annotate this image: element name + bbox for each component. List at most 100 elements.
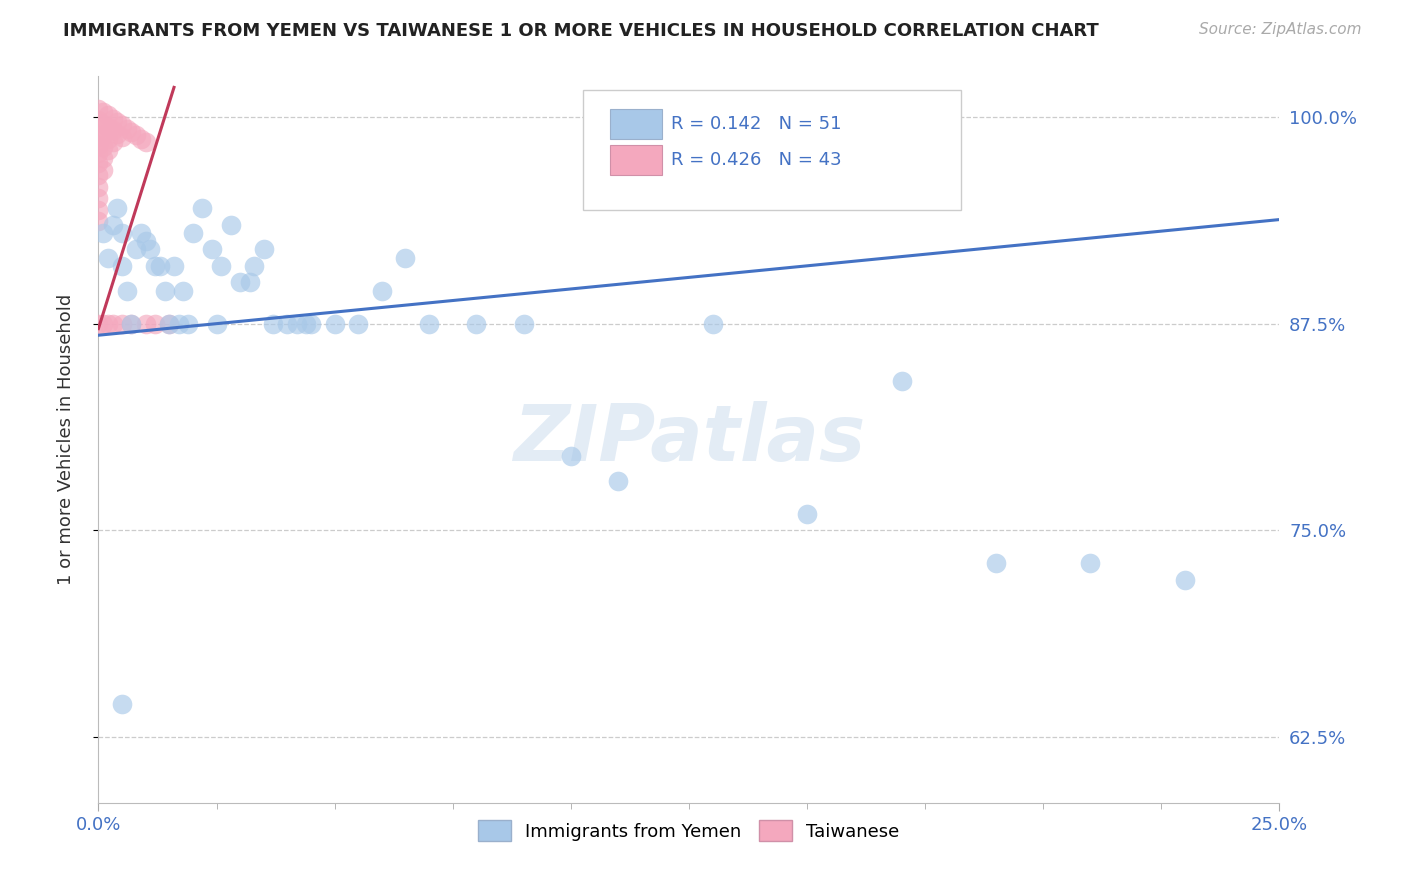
Point bbox=[87, 156, 110, 170]
Point bbox=[91, 117, 114, 131]
Point bbox=[465, 317, 488, 331]
Point bbox=[121, 317, 143, 331]
Point bbox=[91, 163, 114, 178]
Point bbox=[295, 317, 318, 331]
FancyBboxPatch shape bbox=[582, 90, 960, 211]
Point bbox=[285, 317, 308, 331]
Point bbox=[101, 123, 124, 137]
Text: ZIPatlas: ZIPatlas bbox=[513, 401, 865, 477]
Point bbox=[243, 259, 266, 273]
Point bbox=[105, 115, 128, 129]
Point bbox=[129, 226, 152, 240]
Point bbox=[101, 218, 124, 232]
Point bbox=[87, 214, 110, 228]
Point bbox=[87, 146, 110, 161]
Point bbox=[101, 112, 124, 126]
Point bbox=[163, 259, 186, 273]
Point bbox=[157, 317, 180, 331]
Text: IMMIGRANTS FROM YEMEN VS TAIWANESE 1 OR MORE VEHICLES IN HOUSEHOLD CORRELATION C: IMMIGRANTS FROM YEMEN VS TAIWANESE 1 OR … bbox=[63, 22, 1099, 40]
Point bbox=[512, 317, 534, 331]
Point bbox=[984, 556, 1007, 570]
Point bbox=[125, 128, 148, 143]
Point bbox=[209, 259, 232, 273]
Point bbox=[560, 449, 582, 463]
Text: Source: ZipAtlas.com: Source: ZipAtlas.com bbox=[1198, 22, 1361, 37]
Point bbox=[97, 131, 120, 145]
Point bbox=[1080, 556, 1102, 570]
Text: R = 0.142   N = 51: R = 0.142 N = 51 bbox=[671, 115, 842, 133]
Point bbox=[276, 317, 298, 331]
Point bbox=[153, 284, 176, 298]
Point bbox=[135, 234, 157, 248]
Point bbox=[97, 108, 120, 122]
Point bbox=[143, 259, 166, 273]
Point bbox=[135, 317, 157, 331]
Point bbox=[111, 259, 134, 273]
Point bbox=[115, 121, 138, 136]
Point bbox=[239, 276, 262, 290]
Point bbox=[87, 102, 110, 116]
Point bbox=[111, 119, 134, 133]
Point bbox=[91, 128, 114, 143]
FancyBboxPatch shape bbox=[610, 145, 662, 176]
Point bbox=[172, 284, 194, 298]
Point bbox=[111, 130, 134, 145]
Point bbox=[87, 138, 110, 153]
Point bbox=[91, 152, 114, 166]
Point bbox=[149, 259, 172, 273]
Point bbox=[87, 191, 110, 205]
Point bbox=[177, 317, 200, 331]
Point bbox=[167, 317, 190, 331]
Point bbox=[105, 127, 128, 141]
Point bbox=[157, 317, 180, 331]
Point bbox=[101, 135, 124, 149]
Point bbox=[111, 226, 134, 240]
Point bbox=[87, 179, 110, 194]
Point bbox=[87, 113, 110, 128]
Point bbox=[91, 317, 114, 331]
Point bbox=[97, 251, 120, 265]
Point bbox=[129, 131, 152, 145]
Point bbox=[91, 105, 114, 120]
Point bbox=[205, 317, 228, 331]
Point bbox=[121, 125, 143, 139]
Point bbox=[97, 143, 120, 157]
Point bbox=[323, 317, 346, 331]
Point bbox=[394, 251, 416, 265]
Point bbox=[87, 202, 110, 217]
Point bbox=[262, 317, 284, 331]
FancyBboxPatch shape bbox=[610, 109, 662, 139]
Point bbox=[111, 697, 134, 711]
Point bbox=[125, 242, 148, 256]
Point bbox=[143, 317, 166, 331]
Point bbox=[97, 317, 120, 331]
Point bbox=[702, 317, 724, 331]
Point bbox=[253, 242, 276, 256]
Point bbox=[229, 276, 252, 290]
Point bbox=[201, 242, 224, 256]
Point bbox=[191, 201, 214, 215]
Point bbox=[101, 317, 124, 331]
Point bbox=[135, 135, 157, 149]
Point bbox=[105, 201, 128, 215]
Point bbox=[115, 284, 138, 298]
Point bbox=[91, 140, 114, 154]
Point bbox=[87, 121, 110, 136]
Point bbox=[1174, 573, 1197, 587]
Point bbox=[890, 375, 912, 389]
Point bbox=[87, 317, 110, 331]
Point bbox=[111, 317, 134, 331]
Point bbox=[139, 242, 162, 256]
Point bbox=[796, 507, 818, 521]
Point bbox=[97, 120, 120, 134]
Text: R = 0.426   N = 43: R = 0.426 N = 43 bbox=[671, 151, 842, 169]
Point bbox=[121, 317, 143, 331]
Point bbox=[219, 218, 242, 232]
Point bbox=[87, 130, 110, 145]
Point bbox=[299, 317, 322, 331]
Point bbox=[181, 226, 204, 240]
Legend: Immigrants from Yemen, Taiwanese: Immigrants from Yemen, Taiwanese bbox=[471, 813, 907, 848]
Point bbox=[371, 284, 394, 298]
Point bbox=[607, 474, 630, 488]
Y-axis label: 1 or more Vehicles in Household: 1 or more Vehicles in Household bbox=[56, 293, 75, 585]
